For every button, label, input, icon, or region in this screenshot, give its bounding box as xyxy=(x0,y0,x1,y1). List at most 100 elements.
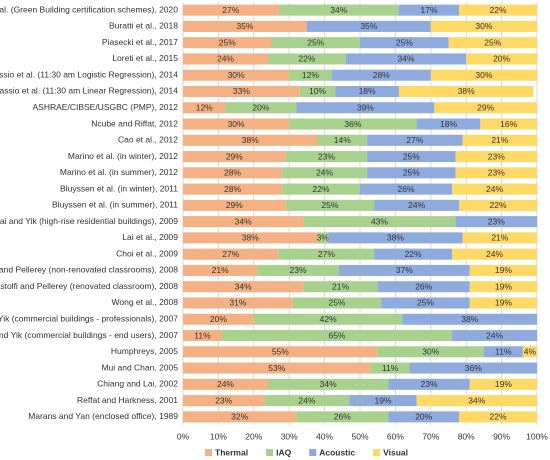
bar-segment xyxy=(183,264,258,276)
bar-segment xyxy=(289,69,332,81)
bar-segment xyxy=(183,167,283,179)
x-tick-label: 20% xyxy=(245,431,262,441)
y-tick-label: Bluyssen et al. (in summer), 2011 xyxy=(52,200,178,210)
data-label: 23% xyxy=(488,216,505,226)
data-label: 11% xyxy=(382,363,399,373)
data-label: 25% xyxy=(417,298,434,308)
data-label: 38% xyxy=(458,86,475,96)
data-label: 19% xyxy=(495,379,512,389)
data-label: 25% xyxy=(403,168,420,178)
bar-segment xyxy=(183,395,265,407)
bar-segment xyxy=(367,134,463,146)
bar-segment xyxy=(267,378,389,390)
bar-segment xyxy=(480,118,537,130)
data-label: 25% xyxy=(328,298,345,308)
data-label: 34% xyxy=(398,54,415,64)
bar-segment xyxy=(374,248,453,260)
data-label: 22% xyxy=(490,412,507,422)
data-label: 23% xyxy=(488,151,505,161)
legend-swatch xyxy=(373,449,381,456)
y-tick-label: Marino et al. (in summer), 2012 xyxy=(60,167,178,177)
data-label: 28% xyxy=(373,70,390,80)
bar-segment xyxy=(377,281,470,293)
y-tick-label: Lai and Yik (high-rise residential build… xyxy=(0,216,178,226)
data-label: 34% xyxy=(235,216,252,226)
bar-segment xyxy=(374,199,460,211)
data-label: 34% xyxy=(235,281,252,291)
y-tick-label: Astolfi and Pellerey (non-renovated clas… xyxy=(0,265,178,275)
data-label: 23% xyxy=(488,168,505,178)
data-label: 34% xyxy=(468,395,485,405)
bar-segment xyxy=(349,395,417,407)
data-label: 38% xyxy=(242,233,259,243)
bar-segment xyxy=(299,85,336,98)
bar-segment xyxy=(459,411,537,423)
bar-segment xyxy=(317,232,329,244)
data-label: 39% xyxy=(357,103,374,113)
bar-segment xyxy=(416,395,537,407)
data-label: 20% xyxy=(210,314,227,324)
bar-segment xyxy=(282,183,360,195)
y-tick-label: Marans and Yan (enclosed office), 1989 xyxy=(28,411,178,421)
y-tick-label: Wong et al., 2008 xyxy=(112,297,179,307)
data-label: 53% xyxy=(268,363,285,373)
bar-segment xyxy=(452,248,537,260)
data-label: 10% xyxy=(309,86,326,96)
bar-segment xyxy=(285,151,368,163)
x-tick-label: 0% xyxy=(177,431,190,441)
bar-segment xyxy=(459,199,537,211)
bar-segment xyxy=(338,264,470,276)
bar-segment xyxy=(370,362,410,374)
bar-segment xyxy=(183,151,286,163)
data-label: 22% xyxy=(298,54,315,64)
data-label: 18% xyxy=(440,119,457,129)
x-tick-label: 50% xyxy=(351,431,368,441)
data-label: 17% xyxy=(421,5,438,15)
data-label: 27% xyxy=(222,249,239,259)
y-tick-label: Piasecki et al., 2017 xyxy=(102,37,178,47)
data-label: 38% xyxy=(387,233,404,243)
data-label: 20% xyxy=(415,412,432,422)
bar-segment xyxy=(285,199,375,211)
bar-segment xyxy=(282,167,368,179)
legend-label: Visual xyxy=(383,447,408,457)
data-label: 38% xyxy=(242,135,259,145)
bar-segment xyxy=(257,264,339,276)
data-label: 25% xyxy=(484,37,501,47)
bar-segment xyxy=(328,232,463,244)
bar-segment xyxy=(466,53,537,65)
bar-segment xyxy=(253,313,403,325)
legend-swatch xyxy=(266,449,274,456)
bar-segment xyxy=(183,118,290,130)
bar-segment xyxy=(434,102,537,114)
bar-segment xyxy=(377,346,484,358)
data-label: 43% xyxy=(371,216,388,226)
data-label: 23% xyxy=(421,379,438,389)
bar-segment xyxy=(278,4,399,16)
bar-segment xyxy=(183,248,279,260)
y-tick-label: ASHRAE/CIBSE/USGBC (PMP), 2012 xyxy=(33,102,179,112)
bar-segment xyxy=(183,297,293,309)
bar-segment xyxy=(183,346,378,358)
bar-segment xyxy=(345,53,467,65)
bar-segment xyxy=(303,216,456,228)
bar-segment xyxy=(289,118,417,130)
y-tick-label: Lai and Yik (commercial buildings - prof… xyxy=(0,314,178,324)
data-label: 32% xyxy=(231,412,248,422)
data-label: 27% xyxy=(318,249,335,259)
data-label: 29% xyxy=(226,151,243,161)
bar-segment xyxy=(183,134,318,146)
bar-segment xyxy=(455,151,537,163)
y-tick-label: Bluyssen et al. (in winter), 2011 xyxy=(60,183,178,193)
data-label: 30% xyxy=(228,119,245,129)
bar-segment xyxy=(469,378,537,390)
data-label: 34% xyxy=(320,379,337,389)
data-label: 27% xyxy=(222,5,239,15)
data-label: 42% xyxy=(320,314,337,324)
bar-segment xyxy=(183,313,254,325)
data-label: 25% xyxy=(307,37,324,47)
data-label: 25% xyxy=(321,200,338,210)
data-label: 25% xyxy=(219,37,236,47)
data-label: 28% xyxy=(224,168,241,178)
bar-segment xyxy=(183,20,307,32)
